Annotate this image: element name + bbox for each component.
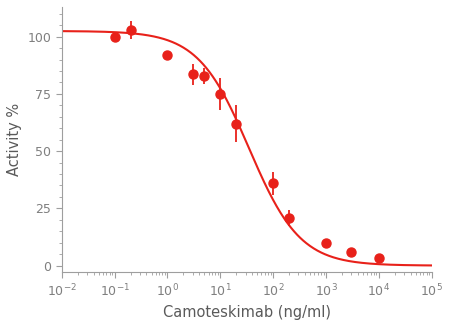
- X-axis label: Camoteskimab (ng/ml): Camoteskimab (ng/ml): [163, 305, 331, 320]
- Y-axis label: Activity %: Activity %: [7, 103, 22, 176]
